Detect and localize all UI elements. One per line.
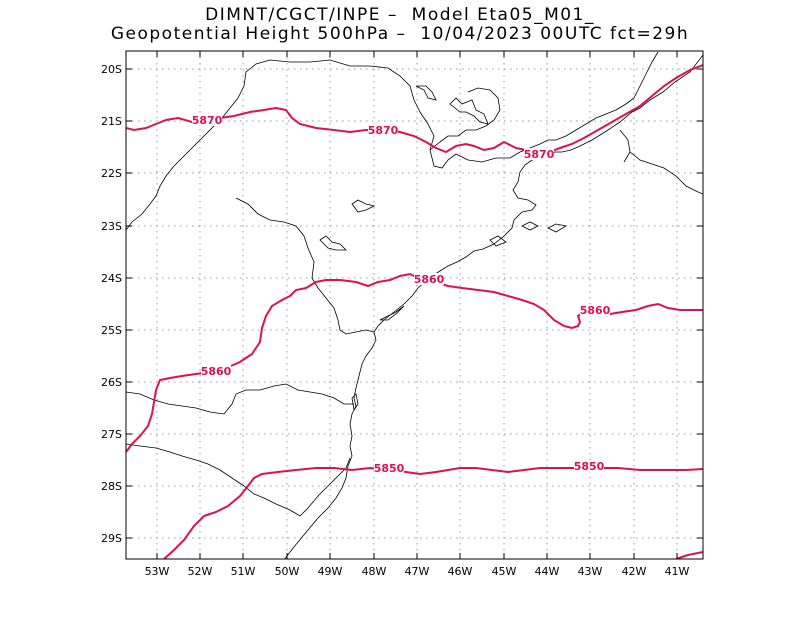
boundaries	[126, 51, 703, 559]
border-paranapanema	[235, 197, 375, 335]
border-sp-mg	[429, 87, 501, 151]
plot-frame	[125, 50, 704, 560]
map-title-line-2: Geopotential Height 500hPa – 10/04/2023 …	[110, 24, 690, 44]
lat-label-27S: 27S	[101, 428, 122, 441]
contour-label-5850-a: 5850	[374, 462, 405, 475]
lon-label-43W: 43W	[578, 565, 603, 578]
lat-labels: 20S 21S 22S 23S 24S 25S 26S 27S 28S 29S	[101, 63, 122, 545]
border-rj-east	[629, 151, 703, 195]
contour-label-5850-b: 5850	[574, 460, 605, 473]
contours	[126, 64, 703, 559]
reservoir-4	[319, 235, 347, 251]
lat-label-25S: 25S	[101, 324, 122, 337]
contour-label-5860-b: 5860	[414, 273, 445, 286]
island-sc	[351, 393, 359, 412]
lon-label-47W: 47W	[405, 565, 430, 578]
lon-label-48W: 48W	[362, 565, 387, 578]
lat-label-24S: 24S	[101, 272, 122, 285]
reservoir-1	[415, 85, 437, 101]
lon-label-46W: 46W	[448, 565, 473, 578]
contour-label-5870-b: 5870	[368, 124, 399, 137]
lat-label-28S: 28S	[101, 480, 122, 493]
border-ms-sp-pr	[126, 59, 457, 231]
reservoir-3	[351, 199, 376, 213]
lon-label-42W: 42W	[622, 565, 647, 578]
border-sc-rs	[126, 443, 351, 517]
bay-islands	[489, 221, 568, 247]
lon-label-49W: 49W	[318, 565, 343, 578]
lon-label-41W: 41W	[665, 565, 690, 578]
contour-5870	[126, 64, 703, 154]
lon-label-45W: 45W	[492, 565, 517, 578]
contour-label-5860-a: 5860	[201, 365, 232, 378]
lon-label-53W: 53W	[145, 565, 170, 578]
lat-label-20S: 20S	[101, 63, 122, 76]
contour-5850	[163, 466, 703, 559]
lat-label-23S: 23S	[101, 220, 122, 233]
coastline	[284, 54, 703, 559]
contour-5860-north	[126, 272, 703, 453]
lat-label-21S: 21S	[101, 115, 122, 128]
lat-label-26S: 26S	[101, 376, 122, 389]
lat-label-29S: 29S	[101, 532, 122, 545]
grid-lines	[126, 51, 703, 559]
lagoon	[379, 305, 405, 321]
contour-5840	[675, 551, 703, 559]
lon-label-51W: 51W	[231, 565, 256, 578]
map-title-line-1: DIMNT/CGCT/INPE – Model Eta05_M01_	[205, 5, 595, 25]
border-mg-es	[619, 51, 659, 163]
contour-label-5860-c: 5860	[580, 304, 611, 317]
contour-labels: 5870 5870 5870 5860 5860 5860 5850 5850	[192, 114, 611, 475]
lon-label-50W: 50W	[275, 565, 300, 578]
border-mg-rj	[455, 97, 635, 163]
axis-ticks	[126, 51, 703, 559]
contour-label-5870-c: 5870	[524, 148, 555, 161]
reservoir-2	[449, 97, 489, 125]
contour-label-5870-a: 5870	[192, 114, 223, 127]
lon-label-52W: 52W	[188, 565, 213, 578]
lon-labels: 53W 52W 51W 50W 49W 48W 47W 46W 45W 44W …	[145, 565, 690, 578]
border-pr-sc	[126, 383, 354, 415]
lat-label-22S: 22S	[101, 167, 122, 180]
lon-label-44W: 44W	[535, 565, 560, 578]
